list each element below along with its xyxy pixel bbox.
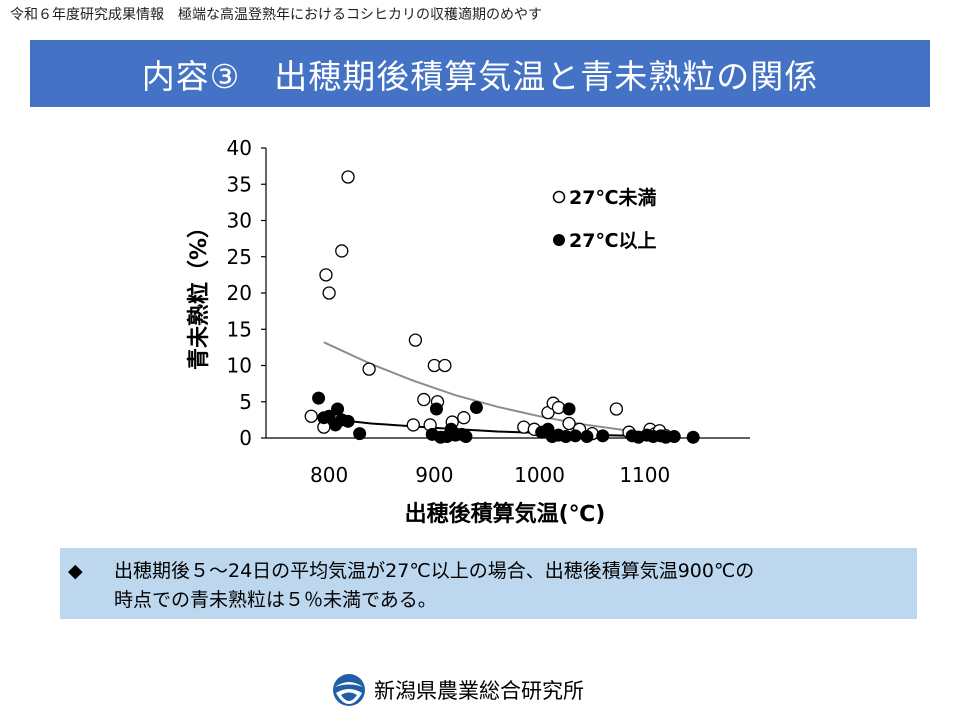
summary-box: ◆ 出穂期後５～24日の平均気温が27℃以上の場合、出穂後積算気温900℃の 時点… <box>60 548 917 619</box>
y-axis: 0 5 10 15 20 25 30 35 40 <box>227 136 267 450</box>
x-axis: 800 900 1000 1100 <box>266 437 750 487</box>
y-tick-label: 0 <box>239 426 252 450</box>
page-title: 内容③ 出穂期後積算気温と青未熟粒の関係 <box>141 56 819 96</box>
legend-label-below-27: 27℃未満 <box>569 186 656 209</box>
diamond-bullet-icon: ◆ <box>68 560 83 582</box>
data-point-open <box>319 268 333 282</box>
data-point-filled <box>331 402 345 416</box>
data-point-filled <box>429 402 443 416</box>
data-point-filled <box>596 429 610 443</box>
summary-line-1: 出穂期後５～24日の平均気温が27℃以上の場合、出穂後積算気温900℃の <box>114 560 755 582</box>
trend-lines <box>318 341 666 438</box>
data-point-filled <box>353 427 367 441</box>
data-point-open <box>408 333 423 347</box>
y-tick-label: 40 <box>227 136 252 160</box>
data-points <box>304 170 700 444</box>
data-point-filled <box>580 430 594 444</box>
data-point-open <box>457 411 471 425</box>
organization-footer: 新潟県農業総合研究所 <box>332 672 584 708</box>
data-point-open <box>304 409 318 423</box>
data-point-open <box>335 244 349 258</box>
data-point-open <box>341 170 355 184</box>
y-axis-title: 青未熟粒（%） <box>186 216 212 370</box>
y-tick-label: 10 <box>227 354 252 378</box>
summary-line-2: 時点での青未熟粒は５％未満である。 <box>114 589 437 611</box>
data-point-filled <box>686 430 700 444</box>
data-point-filled <box>562 402 576 416</box>
x-tick-label: 800 <box>310 463 348 487</box>
legend-filled-circle-icon <box>553 234 565 246</box>
data-point-filled <box>568 429 582 443</box>
title-banner: 内容③ 出穂期後積算気温と青未熟粒の関係 <box>30 40 930 107</box>
data-point-filled <box>559 430 573 444</box>
legend-open-circle-icon <box>552 190 566 204</box>
data-point-open <box>417 392 431 407</box>
chart-legend: 27℃未満 27℃以上 <box>552 186 656 252</box>
data-point-filled <box>341 414 355 428</box>
legend-label-above-27: 27℃以上 <box>569 230 656 252</box>
y-tick-label: 25 <box>227 245 252 269</box>
data-point-open <box>438 358 452 373</box>
scatter-chart: 0 5 10 15 20 25 30 35 40 800 900 1000 1100 27℃未満 27… <box>186 136 750 527</box>
data-point-open <box>609 402 624 416</box>
y-tick-label: 5 <box>239 390 252 414</box>
data-point-open <box>322 286 336 300</box>
data-point-open <box>562 416 576 431</box>
y-tick-label: 15 <box>227 317 252 341</box>
x-tick-label: 900 <box>415 463 453 487</box>
data-point-filled <box>469 401 483 415</box>
y-tick-label: 30 <box>227 209 252 233</box>
trend-line <box>323 341 656 435</box>
x-tick-label: 1100 <box>619 463 670 487</box>
data-point-open <box>362 362 376 376</box>
data-point-open <box>406 418 420 432</box>
y-tick-label: 20 <box>227 281 252 305</box>
data-point-filled <box>312 391 326 405</box>
x-tick-label: 1000 <box>514 463 565 487</box>
prefecture-emblem-icon <box>333 674 365 706</box>
trend-line <box>318 416 666 438</box>
organization-name: 新潟県農業総合研究所 <box>374 679 584 703</box>
x-axis-title: 出穂後積算気温(℃) <box>405 501 606 527</box>
page-caption: 令和６年度研究成果情報 極端な高温登熟年におけるコシヒカリの収穫適期のめやす <box>10 7 542 23</box>
data-point-filled <box>459 430 473 444</box>
y-tick-label: 35 <box>227 172 252 196</box>
data-point-filled <box>667 430 681 444</box>
